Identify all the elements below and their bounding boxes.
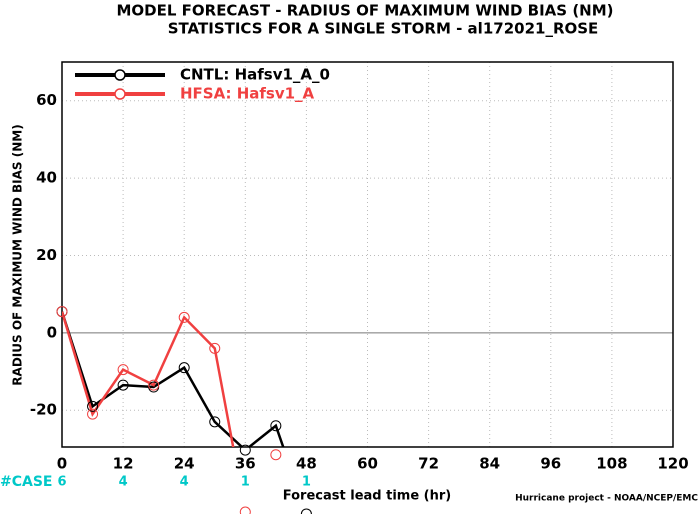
chart-subtitle: STATISTICS FOR A SINGLE STORM - al172021…: [168, 20, 599, 38]
y-tick-label: 20: [36, 246, 57, 264]
y-tick-label: 60: [36, 91, 57, 109]
y-axis-label: RADIUS OF MAXIMUM WIND BIAS (NM): [11, 124, 25, 385]
x-tick-label: 48: [296, 455, 317, 473]
x-tick-label: 24: [174, 455, 195, 473]
x-tick-label: 72: [418, 455, 439, 473]
x-tick-label: 84: [479, 455, 500, 473]
series-marker: [300, 508, 312, 514]
series-marker: [117, 379, 129, 391]
series-marker: [178, 362, 190, 374]
x-tick-label: 12: [113, 455, 134, 473]
case-count: 1: [302, 475, 311, 490]
y-tick-label: 0: [47, 323, 57, 341]
x-tick-label: 0: [57, 455, 67, 473]
case-count: 6: [57, 475, 66, 490]
series-marker: [148, 379, 160, 391]
x-tick-label: 60: [357, 455, 378, 473]
legend-marker: [114, 69, 126, 81]
x-tick-label: 96: [540, 455, 561, 473]
series-marker: [56, 306, 68, 318]
series-marker: [209, 342, 221, 354]
x-tick-label: 36: [235, 455, 256, 473]
series-marker: [87, 408, 99, 420]
series-marker: [178, 311, 190, 323]
series-marker: [270, 449, 282, 461]
footer: Hurricane project - NOAA/NCEP/EMC: [515, 494, 698, 504]
case-count: 4: [180, 475, 189, 490]
legend-label: HFSA: Hafsv1_A: [180, 85, 315, 103]
y-tick-label: 40: [36, 169, 57, 187]
legend-label: CNTL: Hafsv1_A_0: [180, 66, 330, 84]
case-count: 1: [241, 475, 250, 490]
case-count: 4: [119, 475, 128, 490]
plot-frame: [61, 61, 674, 448]
x-tick-label: 120: [657, 455, 688, 473]
case-label: #CASE: [0, 474, 53, 490]
x-axis-label: Forecast lead time (hr): [283, 489, 451, 504]
legend-marker: [114, 88, 126, 100]
series-marker: [270, 420, 282, 432]
series-marker: [239, 506, 251, 514]
series-marker: [239, 444, 251, 456]
chart-title: MODEL FORECAST - RADIUS OF MAXIMUM WIND …: [116, 2, 613, 20]
series-marker: [117, 364, 129, 376]
series-marker: [209, 416, 221, 428]
y-tick-label: -20: [30, 401, 57, 419]
series-marker: [87, 400, 99, 412]
x-tick-label: 108: [596, 455, 627, 473]
